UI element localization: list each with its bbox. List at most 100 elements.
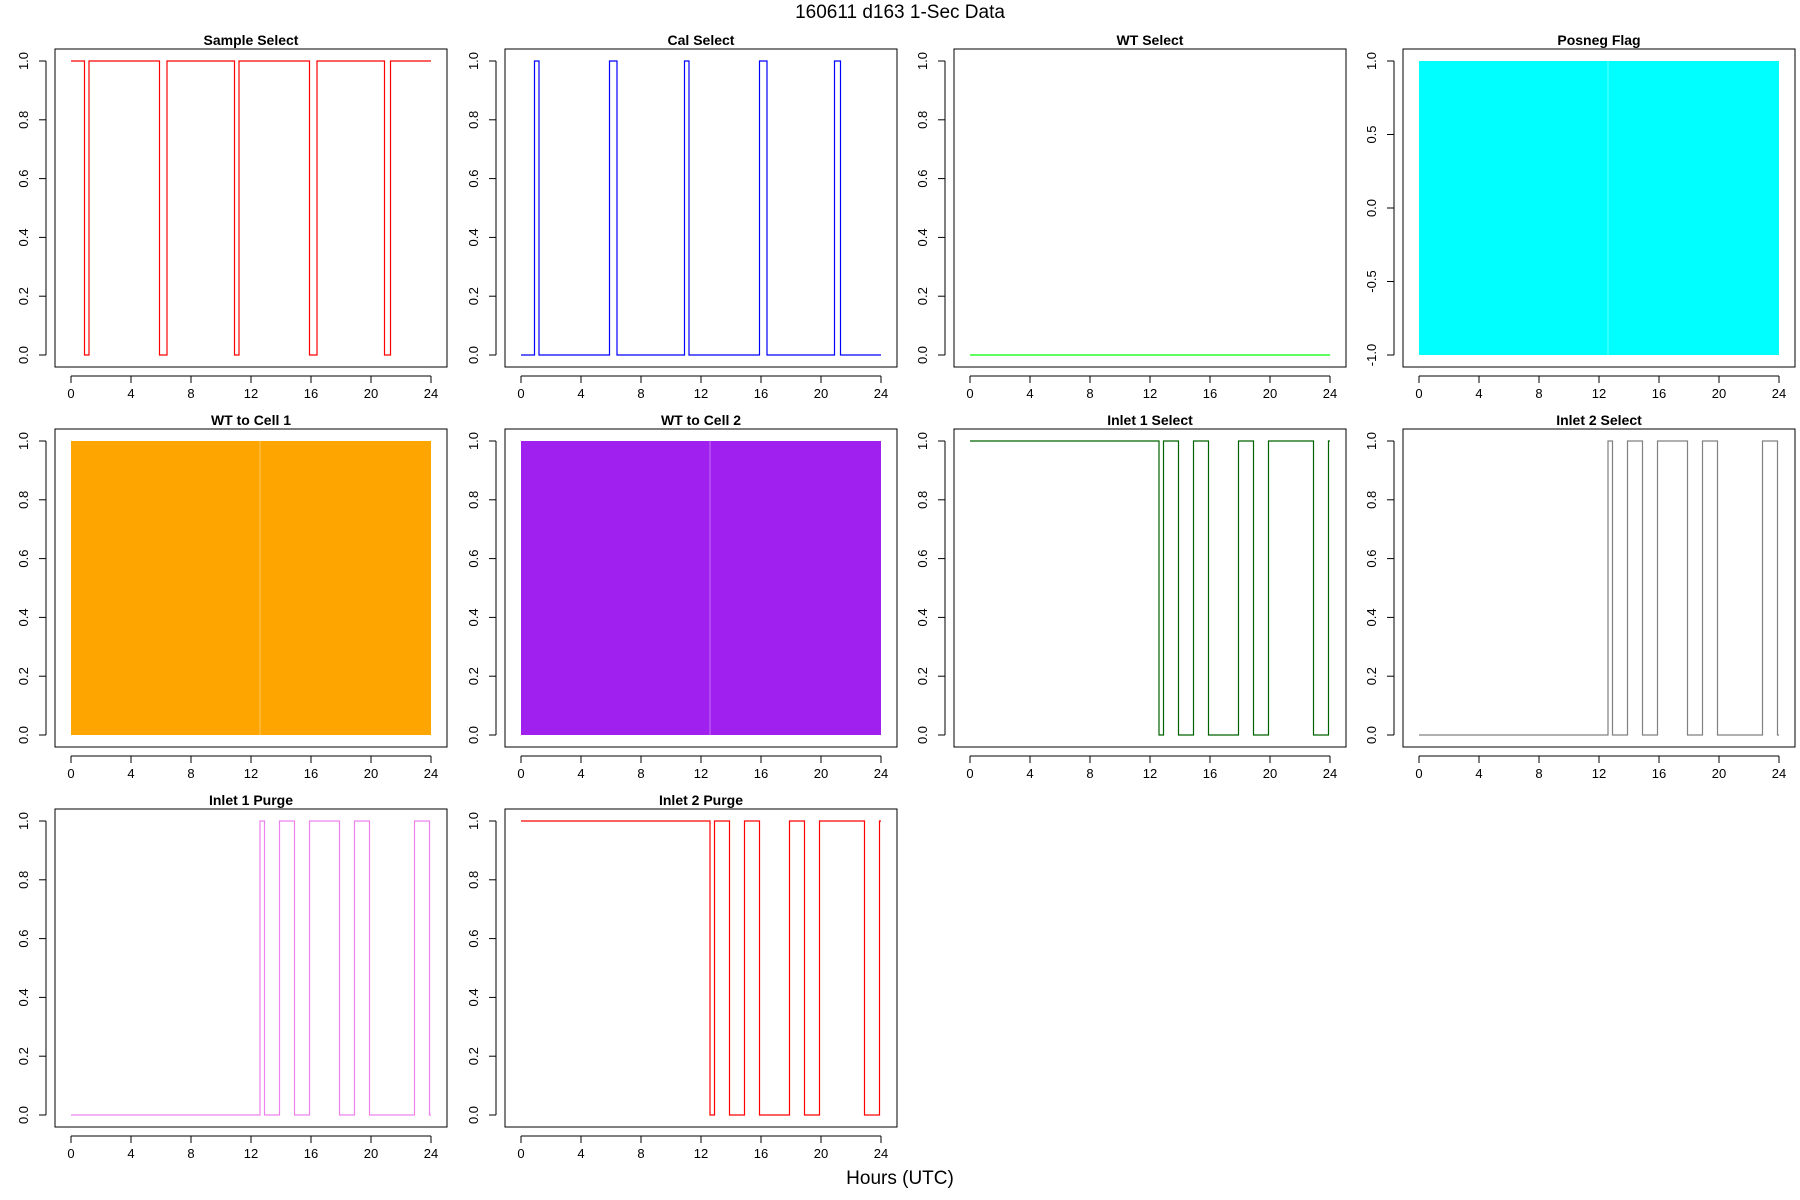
x-tick-label: 0 [67, 386, 74, 401]
x-tick-label: 4 [1475, 766, 1482, 781]
x-tick-label: 8 [187, 386, 194, 401]
y-tick-label: 0.0 [16, 346, 31, 364]
x-tick-label: 24 [424, 766, 438, 781]
y-tick-label: 0.8 [16, 871, 31, 889]
x-tick-label: 20 [364, 766, 378, 781]
x-tick-label: 16 [1652, 386, 1666, 401]
plot-frame [1402, 48, 1796, 368]
y-tick-label: 0.8 [1364, 491, 1379, 509]
y-tick-label: 0.0 [16, 726, 31, 744]
subplot-10: Inlet 2 Purge 0 4 8 12 16 20 24 0.0 0.2 0.4 0.6 0.8 1… [466, 792, 898, 1161]
data-area [521, 441, 881, 735]
subplot-9: Inlet 1 Purge 0 4 8 12 16 20 24 0.0 0.2 0.4 0.6 0.8 1… [16, 792, 448, 1161]
x-tick-label: 8 [637, 1146, 644, 1161]
x-tick-label: 12 [1143, 766, 1157, 781]
x-tick-label: 12 [244, 386, 258, 401]
x-tick-label: 24 [874, 1146, 888, 1161]
x-tick-label: 16 [304, 1146, 318, 1161]
y-tick-label: 0.6 [466, 550, 481, 568]
plot-frame [54, 48, 448, 368]
y-tick-label: -1.0 [1364, 344, 1379, 366]
x-tick-label: 16 [304, 766, 318, 781]
subplot-title: Inlet 2 Purge [659, 792, 743, 808]
x-tick-label: 20 [1712, 386, 1726, 401]
x-tick-label: 12 [694, 386, 708, 401]
x-tick-label: 12 [1143, 386, 1157, 401]
y-tick-label: 0.8 [16, 111, 31, 129]
y-tick-label: 0.6 [466, 930, 481, 948]
subplot-title: Sample Select [204, 32, 299, 48]
y-tick-label: 1.0 [16, 52, 31, 70]
y-tick-label: 0.4 [16, 228, 31, 246]
y-tick-label: 0.0 [466, 726, 481, 744]
y-tick-label: 0.5 [1364, 125, 1379, 143]
x-tick-label: 4 [1026, 386, 1033, 401]
x-tick-label: 8 [187, 1146, 194, 1161]
x-tick-label: 4 [127, 386, 134, 401]
x-tick-label: 12 [694, 766, 708, 781]
x-tick-label: 24 [874, 386, 888, 401]
subplot-title: WT to Cell 2 [661, 412, 741, 428]
x-tick-label: 8 [1086, 766, 1093, 781]
x-tick-label: 16 [1652, 766, 1666, 781]
y-tick-label: 0.0 [1364, 199, 1379, 217]
x-tick-label: 4 [127, 766, 134, 781]
y-tick-label: 0.4 [16, 608, 31, 626]
subplot-1: Sample Select 0 4 8 12 16 20 24 0.0 0.2 0.4 0.6 0.8 1… [16, 32, 448, 401]
x-tick-label: 0 [517, 766, 524, 781]
y-tick-label: 0.6 [16, 550, 31, 568]
y-tick-label: 1.0 [16, 432, 31, 450]
x-tick-label: 4 [577, 1146, 584, 1161]
x-tick-label: 20 [1263, 386, 1277, 401]
y-tick-label: 0.0 [466, 1106, 481, 1124]
x-tick-label: 20 [814, 766, 828, 781]
x-tick-label: 24 [1323, 766, 1337, 781]
y-tick-label: 0.8 [915, 111, 930, 129]
y-tick-label: 0.2 [16, 1047, 31, 1065]
data-series-line [521, 60, 881, 356]
y-tick-label: 1.0 [915, 52, 930, 70]
data-area [71, 441, 431, 735]
x-tick-label: 4 [577, 386, 584, 401]
subplot-title: Inlet 1 Purge [209, 792, 293, 808]
y-tick-label: 0.8 [466, 111, 481, 129]
x-tick-label: 4 [1475, 386, 1482, 401]
data-series-line [71, 60, 431, 356]
x-tick-label: 0 [1415, 386, 1422, 401]
subplot-title: Inlet 2 Select [1556, 412, 1642, 428]
y-tick-label: 0.6 [16, 170, 31, 188]
y-tick-label: 0.2 [466, 287, 481, 305]
y-tick-label: 1.0 [1364, 52, 1379, 70]
x-tick-label: 12 [1592, 766, 1606, 781]
x-tick-label: 4 [577, 766, 584, 781]
data-area [1419, 61, 1779, 355]
x-tick-label: 12 [694, 1146, 708, 1161]
y-tick-label: 0.6 [466, 170, 481, 188]
x-tick-label: 0 [517, 1146, 524, 1161]
y-tick-label: 0.4 [1364, 608, 1379, 626]
subplot-title: Inlet 1 Select [1107, 412, 1193, 428]
data-series-line [1419, 440, 1779, 736]
y-tick-label: 0.4 [16, 988, 31, 1006]
x-tick-label: 20 [364, 386, 378, 401]
x-tick-label: 12 [244, 1146, 258, 1161]
subplot-title: Cal Select [668, 32, 735, 48]
data-series-line [521, 820, 881, 1116]
y-tick-label: 0.0 [466, 346, 481, 364]
y-tick-label: 1.0 [16, 812, 31, 830]
x-tick-label: 20 [364, 1146, 378, 1161]
page-title: 160611 d163 1-Sec Data [795, 2, 1005, 23]
x-tick-label: 16 [1203, 386, 1217, 401]
x-tick-label: 24 [424, 1146, 438, 1161]
y-tick-label: 1.0 [466, 812, 481, 830]
x-tick-label: 16 [754, 766, 768, 781]
y-tick-label: 0.4 [466, 608, 481, 626]
plot-frame [504, 48, 898, 368]
x-tick-label: 12 [244, 766, 258, 781]
y-tick-label: 0.6 [915, 550, 930, 568]
x-tick-label: 16 [304, 386, 318, 401]
y-tick-label: 0.2 [466, 667, 481, 685]
x-tick-label: 16 [754, 1146, 768, 1161]
y-tick-label: 0.2 [16, 287, 31, 305]
x-tick-label: 8 [1086, 386, 1093, 401]
